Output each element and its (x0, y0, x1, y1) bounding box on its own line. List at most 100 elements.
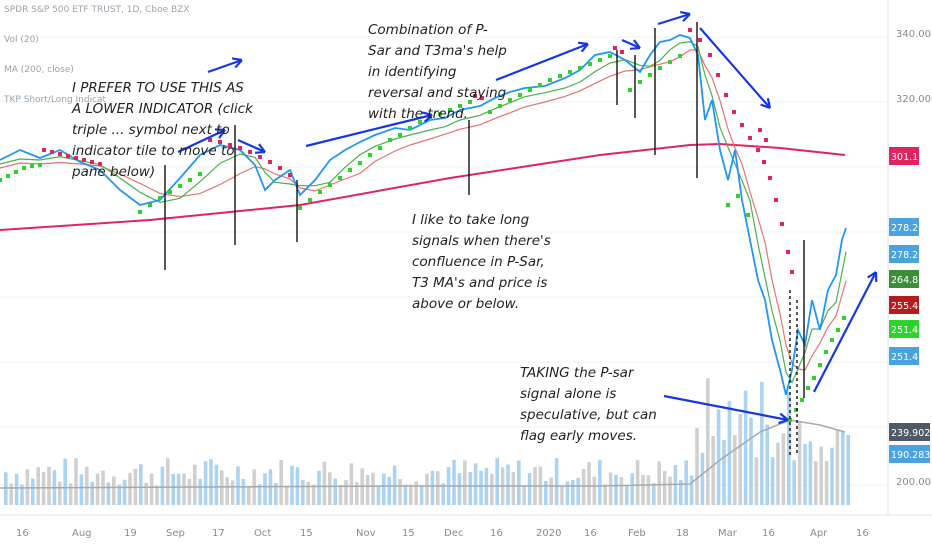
volume-bar (565, 481, 570, 505)
psar-dot (288, 173, 292, 177)
psar-dot (22, 166, 26, 170)
svg-text:255.40: 255.40 (891, 301, 924, 312)
volume-bar (209, 459, 213, 505)
psar-dot (378, 146, 382, 150)
time-tick: Feb (628, 528, 646, 539)
psar-dot (748, 136, 752, 140)
volume-bar (139, 464, 143, 505)
svg-text:251.42: 251.42 (891, 325, 924, 336)
volume-bar (247, 486, 251, 505)
volume-bar (608, 472, 613, 505)
svg-text:278.20: 278.20 (891, 250, 924, 261)
volume-bar (495, 457, 499, 505)
volume-bar (619, 477, 624, 505)
trend-arrow (621, 38, 641, 50)
volume-bar (824, 461, 829, 505)
price-badge-ma200: 301.16 (889, 147, 924, 165)
psar-dot (488, 110, 492, 114)
volume-bar (598, 460, 602, 505)
volume-bar (79, 474, 84, 505)
legend[interactable]: SPDR S&P 500 ETF TRUST, 1D, Cboe BZX Vol… (3, 5, 190, 105)
psar-dot (648, 73, 652, 77)
volume-bar (112, 476, 116, 505)
volume-bar (95, 473, 100, 505)
volume-bar (738, 414, 742, 505)
psar-dot (268, 160, 272, 164)
legend-volume[interactable]: Vol (20) (4, 35, 39, 45)
volume-bar (630, 473, 634, 505)
psar-dot (818, 363, 822, 367)
volume-bar (797, 421, 802, 505)
volume-bar (662, 470, 667, 505)
psar-dot (473, 94, 477, 98)
trend-arrow (237, 138, 266, 154)
volume-bar (511, 471, 516, 505)
psar-dot (708, 53, 712, 57)
volume-bar (468, 472, 472, 505)
volume-bar (274, 483, 278, 505)
volume-bar (349, 463, 354, 505)
volume-bar (425, 473, 429, 505)
volume-bar (122, 479, 127, 505)
psar-dot (308, 198, 312, 202)
volume-bar (814, 461, 818, 505)
volume-bar (328, 472, 332, 505)
psar-dot (780, 222, 784, 226)
volume-bar (47, 466, 51, 505)
psar-dot (678, 54, 682, 58)
psar-dot (398, 133, 402, 137)
volume-bar (106, 482, 111, 505)
psar-dot (740, 123, 744, 127)
volume-bar (85, 466, 89, 505)
annotation-psar-t3ma: Combination of P- Sar and T3ma's help in… (368, 22, 511, 122)
psar-dot (218, 140, 222, 144)
legend-ma[interactable]: MA (200, close) (4, 65, 74, 75)
svg-text:190.283M: 190.283M (891, 450, 932, 461)
psar-dot (418, 120, 422, 124)
legend-indicator[interactable]: TKP Short/Long Indicat (3, 95, 107, 105)
volume-bar (74, 458, 78, 505)
t3-slow-line (0, 49, 847, 371)
volume-bar (311, 484, 316, 505)
time-tick: Apr (810, 528, 828, 539)
psar-dot (278, 166, 282, 170)
psar-dot (448, 108, 452, 112)
volume-bar (225, 477, 229, 505)
psar-dot (788, 418, 792, 422)
signal-vertical-lines (164, 22, 805, 455)
price-badge-last: 278.20 (889, 218, 924, 236)
psar-dot (716, 73, 720, 77)
volume-bar (452, 459, 456, 505)
volume-bar (592, 476, 597, 505)
volume-bar (695, 427, 699, 505)
volume-bar (160, 466, 165, 505)
psar-dot (812, 376, 816, 380)
time-tick: Mar (718, 528, 738, 539)
volume-bar (333, 478, 337, 505)
volume-bar (716, 409, 721, 505)
psar-dot (0, 178, 2, 182)
psar-dot (98, 162, 102, 166)
volume-bar (414, 481, 418, 505)
trend-arrow (663, 394, 789, 425)
psar-dot (762, 160, 766, 164)
psar-dot (358, 161, 362, 165)
psar-dot (842, 316, 846, 320)
volume-bar (117, 484, 121, 505)
psar-dot (508, 98, 512, 102)
time-axis: 16 Aug 19 Sep 17 Oct 15 Nov 15 Dec 16 20… (16, 528, 869, 539)
volume-bar (463, 460, 467, 505)
psar-dot (30, 164, 34, 168)
volume-bar (193, 464, 197, 505)
ma-200-line (0, 142, 846, 231)
legend-symbol[interactable]: SPDR S&P 500 ETF TRUST, 1D, Cboe BZX (4, 5, 190, 15)
psar-dot (836, 328, 840, 332)
trend-arrow (813, 271, 878, 393)
psar-dot (368, 153, 372, 157)
psar-dot (208, 138, 212, 142)
volume-bar (392, 465, 397, 505)
time-tick: 16 (584, 528, 597, 539)
volume-bar (830, 447, 834, 505)
trend-arrow (305, 111, 433, 148)
